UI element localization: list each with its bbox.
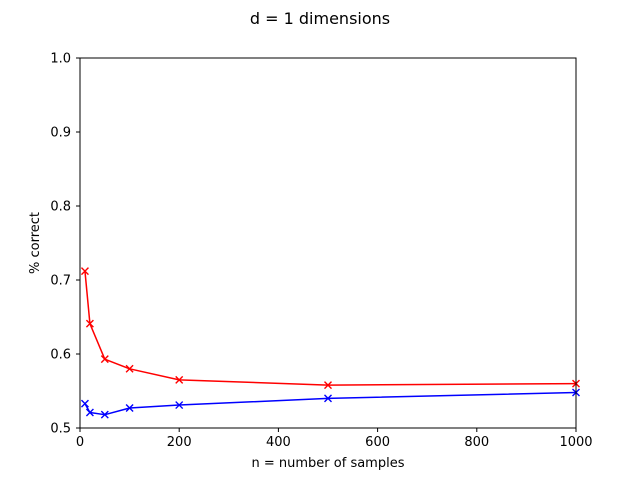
y-axis-label: % correct [28, 212, 43, 274]
series-1-point [85, 319, 94, 328]
x-tick-label: 400 [266, 435, 291, 450]
y-tick-label: 0.8 [50, 200, 71, 215]
series-1 [80, 267, 580, 390]
series-1-point [125, 364, 134, 373]
x-tick-label: 1000 [559, 435, 592, 450]
y-tick-label: 0.9 [50, 126, 71, 141]
y-tick-label: 1.0 [50, 52, 71, 67]
series-1-point [100, 355, 109, 364]
x-tick-label: 600 [365, 435, 390, 450]
series-2-point [324, 394, 332, 403]
series-1-point [80, 267, 89, 276]
series-1-point [175, 375, 184, 384]
x-tick-label: 200 [167, 435, 192, 450]
axis-ticks: 0 200 400 600 800 1000 0.5 0.6 0.7 0.8 0.9 1.0 [50, 52, 592, 451]
chart-title: d = 1 dimensions [250, 9, 390, 28]
plot-frame [79, 57, 577, 429]
x-tick-label: 0 [76, 435, 84, 450]
series-2-point [80, 399, 89, 408]
y-tick-label: 0.5 [50, 422, 71, 437]
series-2-point [85, 408, 94, 417]
x-axis-label: n = number of samples [252, 456, 405, 471]
series-2-point [175, 401, 184, 410]
x-tick-label: 800 [464, 435, 489, 450]
y-tick-label: 0.7 [50, 274, 71, 289]
series-2-point [100, 410, 109, 419]
series-2-point [125, 404, 134, 413]
y-tick-label: 0.6 [50, 348, 71, 363]
series-1-point [324, 381, 332, 390]
